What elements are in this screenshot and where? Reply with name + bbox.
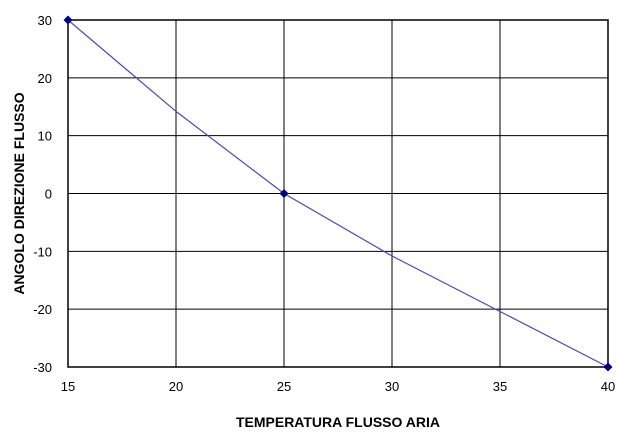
x-tick-label: 40 — [601, 379, 615, 394]
x-tick-label: 15 — [61, 379, 75, 394]
y-tick-label: 0 — [45, 187, 52, 202]
x-axis-title: TEMPERATURA FLUSSO ARIA — [236, 414, 440, 430]
x-tick-label: 35 — [493, 379, 507, 394]
grid — [67, 19, 609, 368]
y-tick-label: 30 — [38, 13, 52, 28]
y-tick-label: -10 — [33, 244, 52, 259]
x-tick-label: 25 — [277, 379, 291, 394]
y-tick-label: -20 — [33, 302, 52, 317]
x-tick-labels: 15 20 25 30 35 40 — [61, 379, 615, 394]
y-tick-label: 10 — [38, 129, 52, 144]
x-tick-label: 30 — [385, 379, 399, 394]
data-point-marker — [63, 15, 73, 25]
y-tick-labels: 30 20 10 0 -10 -20 -30 — [33, 13, 52, 375]
series-markers — [63, 15, 613, 372]
data-point-marker — [279, 189, 289, 198]
y-tick-label: -30 — [33, 360, 52, 375]
y-tick-label: 20 — [38, 71, 52, 86]
series-line — [67, 19, 609, 368]
x-tick-label: 20 — [169, 379, 183, 394]
y-axis-title: ANGOLO DIREZIONE FLUSSO — [11, 92, 27, 294]
data-point-marker — [603, 362, 613, 372]
plot-frame — [67, 19, 609, 368]
